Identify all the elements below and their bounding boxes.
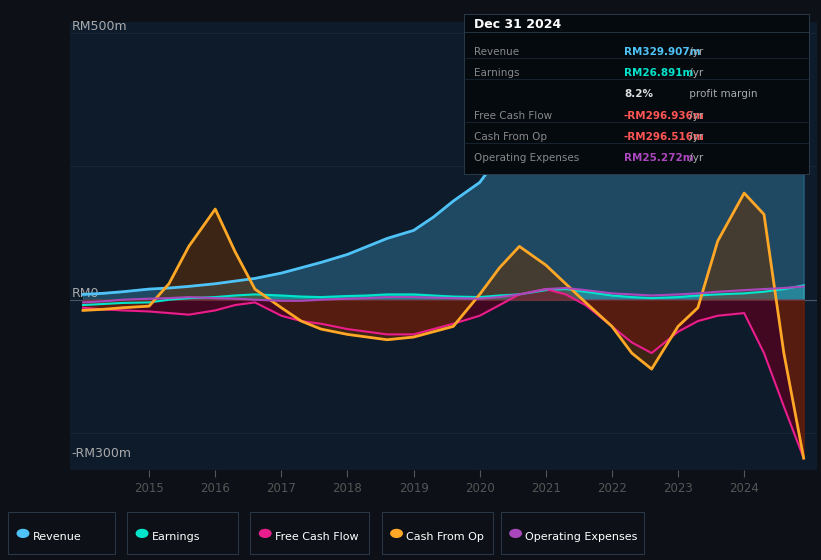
Text: Free Cash Flow: Free Cash Flow <box>275 532 359 542</box>
Text: Free Cash Flow: Free Cash Flow <box>474 111 552 121</box>
Text: profit margin: profit margin <box>686 90 757 100</box>
Text: -RM296.516m: -RM296.516m <box>624 132 705 142</box>
Text: /yr: /yr <box>686 153 703 164</box>
Text: /yr: /yr <box>686 47 703 57</box>
Text: -RM296.936m: -RM296.936m <box>624 111 704 121</box>
Text: /yr: /yr <box>686 132 703 142</box>
Text: RM329.907m: RM329.907m <box>624 47 700 57</box>
Text: Operating Expenses: Operating Expenses <box>525 532 638 542</box>
Text: RM26.891m: RM26.891m <box>624 68 694 78</box>
Text: Cash From Op: Cash From Op <box>406 532 484 542</box>
Text: RM500m: RM500m <box>71 20 127 33</box>
Text: Cash From Op: Cash From Op <box>474 132 547 142</box>
Text: /yr: /yr <box>686 111 703 121</box>
Text: /yr: /yr <box>686 68 703 78</box>
Text: 8.2%: 8.2% <box>624 90 653 100</box>
Text: Revenue: Revenue <box>33 532 81 542</box>
Text: RM0: RM0 <box>71 287 99 300</box>
Text: -RM300m: -RM300m <box>71 447 131 460</box>
Text: Operating Expenses: Operating Expenses <box>474 153 579 164</box>
Text: Earnings: Earnings <box>152 532 200 542</box>
Text: Earnings: Earnings <box>474 68 519 78</box>
Text: Revenue: Revenue <box>474 47 519 57</box>
Text: RM25.272m: RM25.272m <box>624 153 694 164</box>
Text: Dec 31 2024: Dec 31 2024 <box>474 18 561 31</box>
